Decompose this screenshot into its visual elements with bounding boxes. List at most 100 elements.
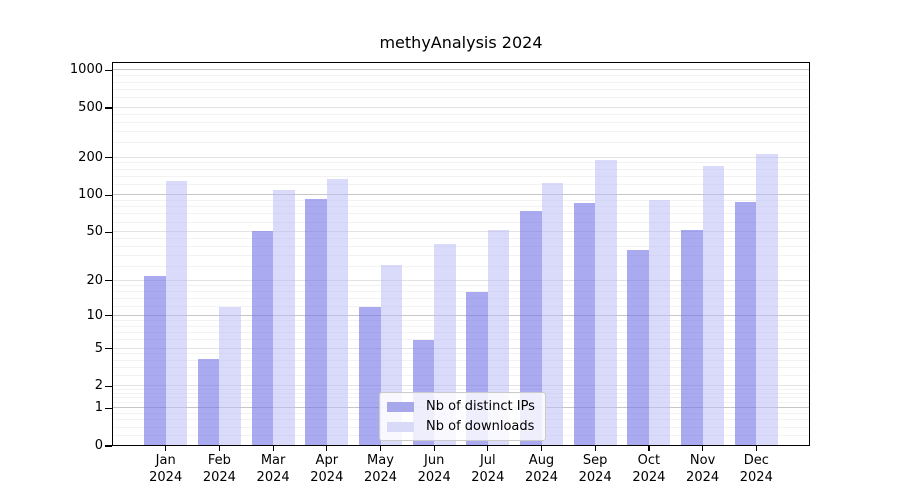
- y-tick-label: 1000: [69, 62, 103, 78]
- bar-downloads-apr: [326, 178, 349, 446]
- x-tick-label: Jan 2024: [149, 453, 183, 485]
- major-gridline: [112, 279, 810, 281]
- legend-label-downloads: Nb of downloads: [426, 419, 535, 434]
- minor-gridline: [112, 245, 810, 247]
- bar-distinct-ips-sep: [573, 202, 596, 446]
- x-tick-mark: [540, 446, 543, 451]
- minor-gridline: [112, 353, 810, 355]
- legend-item-downloads: Nb of downloads: [387, 419, 535, 434]
- y-tick-mark: [105, 407, 112, 409]
- minor-gridline: [112, 284, 810, 286]
- y-tick-label: 50: [86, 224, 103, 240]
- bar-distinct-ips-dec: [734, 201, 757, 446]
- major-gridline: [112, 107, 810, 108]
- x-tick-label: Nov 2024: [686, 453, 720, 485]
- minor-gridline: [112, 81, 810, 83]
- y-tick-mark: [105, 348, 112, 350]
- minor-gridline: [112, 175, 810, 177]
- major-gridline: [112, 69, 810, 71]
- legend: Nb of distinct IPs Nb of downloads: [379, 392, 546, 441]
- x-tick-label: Jul 2024: [471, 453, 505, 485]
- bar-downloads-sep: [595, 160, 617, 446]
- x-tick-label: Dec 2024: [739, 453, 773, 485]
- x-tick-label: Sep 2024: [578, 453, 612, 485]
- x-tick-mark: [165, 446, 167, 451]
- y-tick-mark: [105, 69, 112, 71]
- bar-distinct-ips-nov: [681, 230, 703, 446]
- minor-gridline: [112, 254, 810, 256]
- bar-distinct-ips-feb: [197, 358, 220, 446]
- y-tick-label: 10: [86, 307, 103, 323]
- minor-gridline: [112, 375, 810, 377]
- minor-gridline: [112, 325, 810, 327]
- bar-downloads-oct: [648, 199, 671, 446]
- x-tick-mark: [379, 446, 382, 451]
- y-tick-label: 100: [78, 187, 103, 203]
- y-tick-mark: [105, 279, 112, 282]
- legend-swatch-downloads: [387, 421, 414, 432]
- x-tick-mark: [272, 446, 274, 451]
- minor-gridline: [112, 339, 810, 341]
- minor-gridline: [112, 331, 810, 333]
- minor-gridline: [112, 131, 810, 133]
- major-gridline: [112, 194, 810, 196]
- bar-downloads-feb: [219, 306, 241, 446]
- minor-gridline: [112, 297, 810, 299]
- minor-gridline: [112, 367, 810, 368]
- minor-gridline: [112, 206, 810, 208]
- y-tick-label: 2: [94, 378, 103, 394]
- chart-title: methyAnalysis 2024: [379, 33, 543, 52]
- minor-gridline: [112, 142, 810, 144]
- bar-distinct-ips-oct: [627, 249, 649, 446]
- minor-gridline: [112, 184, 810, 186]
- major-gridline: [112, 231, 810, 233]
- minor-gridline: [112, 359, 810, 361]
- minor-gridline: [112, 113, 810, 115]
- minor-gridline: [112, 265, 810, 267]
- minor-gridline: [112, 389, 810, 390]
- x-tick-label: Apr 2024: [310, 453, 344, 485]
- y-tick-mark: [105, 445, 112, 447]
- x-tick-mark: [487, 446, 489, 451]
- minor-gridline: [112, 168, 810, 170]
- x-tick-mark: [648, 446, 650, 451]
- minor-gridline: [112, 162, 810, 164]
- major-gridline: [112, 385, 810, 387]
- legend-item-distinct-ips: Nb of distinct IPs: [387, 399, 535, 414]
- minor-gridline: [112, 213, 810, 215]
- minor-gridline: [112, 221, 810, 223]
- bar-downloads-nov: [702, 165, 725, 446]
- y-tick-mark: [105, 194, 112, 196]
- x-tick-mark: [594, 446, 596, 451]
- x-tick-label: Feb 2024: [202, 453, 236, 485]
- bar-downloads-dec: [756, 154, 778, 446]
- x-tick-label: Aug 2024: [524, 453, 559, 485]
- x-tick-mark: [755, 446, 757, 451]
- major-gridline: [112, 347, 810, 349]
- legend-swatch-distinct-ips: [387, 401, 414, 412]
- bar-distinct-ips-mar: [251, 231, 274, 446]
- minor-gridline: [112, 121, 810, 123]
- x-tick-mark: [433, 446, 435, 451]
- y-tick-label: 1: [94, 400, 103, 416]
- minor-gridline: [112, 319, 810, 321]
- plot-area: [112, 62, 810, 446]
- y-tick-mark: [105, 231, 112, 233]
- x-tick-label: Oct 2024: [632, 453, 666, 485]
- major-gridline: [112, 156, 810, 158]
- bar-downloads-aug: [541, 183, 563, 446]
- y-tick-mark: [105, 107, 112, 109]
- y-tick-label: 20: [86, 272, 103, 288]
- bar-distinct-ips-may: [359, 306, 381, 446]
- major-gridline: [112, 314, 810, 316]
- y-tick-mark: [105, 385, 112, 387]
- y-axis: 0 1 2 5 10 20 50 100 200 500 1000: [0, 62, 103, 453]
- y-tick-mark: [105, 315, 112, 317]
- minor-gridline: [112, 199, 810, 201]
- minor-gridline: [112, 88, 810, 90]
- bar-downloads-mar: [273, 190, 295, 446]
- x-tick-label: Mar 2024: [256, 453, 290, 485]
- y-tick-mark: [105, 157, 112, 159]
- minor-gridline: [112, 75, 810, 77]
